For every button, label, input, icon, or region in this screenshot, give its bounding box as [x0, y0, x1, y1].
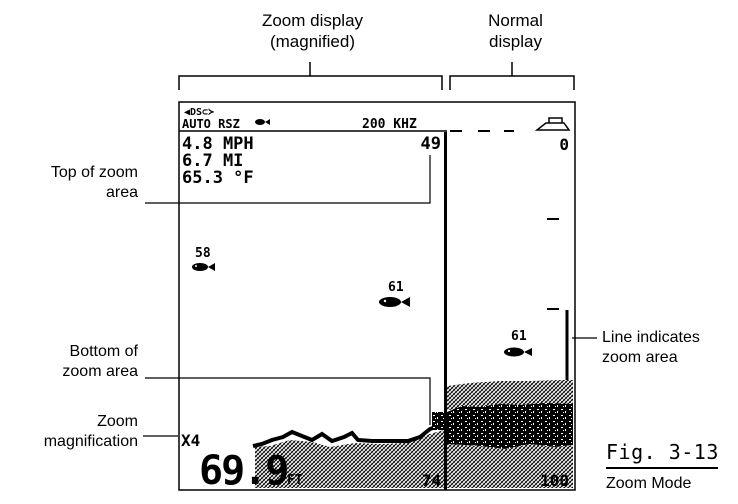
temperature-readout: 65.3 °F [182, 168, 254, 188]
normal-bottom-fill [447, 444, 573, 488]
fish-depth-label: 58 [195, 246, 211, 261]
bottom-of-zoom-leader [145, 377, 431, 425]
zoom-display-bracket [178, 62, 443, 90]
boat-icon [534, 117, 571, 131]
normal-bottom-solid [447, 403, 573, 449]
figure-title: Zoom Mode [606, 475, 692, 492]
callout-line-indicates: Line indicates zoom area [602, 329, 700, 366]
normal-bottom-depth: 100 [540, 471, 569, 490]
callout-leaders [143, 155, 597, 437]
screen-frame [178, 101, 576, 491]
fish-depth-label: 61 [388, 280, 404, 295]
fish-icon [192, 263, 215, 271]
fish-depth-label: 61 [511, 329, 527, 344]
screen-divider [444, 132, 447, 490]
figure-number: Fig. 3-13 [606, 440, 719, 464]
depth-unit: FT [287, 473, 303, 488]
figure-underline [606, 467, 718, 469]
status-icons: ◀DS⊂≻ [184, 107, 214, 118]
top-of-zoom-leader [145, 155, 431, 204]
zoom-bottom-fill [255, 430, 444, 488]
frequency-label: 200 KHZ [362, 117, 417, 132]
mode-label: AUTO RSZ [182, 117, 240, 131]
speed-readout: 4.8 MPH [182, 134, 254, 154]
normal-display-header: Normal display [488, 11, 543, 51]
normal-display-bracket [449, 62, 575, 90]
zoom-display-header: Zoom display (magnified) [261, 11, 364, 51]
callout-zoom-magnification: Zoom magnification [43, 413, 138, 450]
zoom-bottom-contour [252, 422, 445, 448]
callout-bottom-of-zoom: Bottom of zoom area [62, 343, 138, 380]
zoom-bottom-returns [432, 412, 444, 430]
normal-bottom-hatch [447, 380, 573, 410]
distance-readout: 6.7 MI [182, 151, 243, 171]
zoom-bottom-depth: 74 [422, 471, 441, 490]
callout-top-of-zoom: Top of zoom area [50, 164, 138, 201]
fish-icon [504, 347, 532, 357]
normal-top-depth: 0 [559, 135, 569, 154]
zoom-top-depth: 49 [421, 134, 441, 154]
fish-symbol-icon [255, 119, 270, 125]
fish-icon [379, 297, 410, 307]
depth-readout: 69.9 [199, 448, 287, 494]
zoom-level: X4 [181, 431, 200, 450]
